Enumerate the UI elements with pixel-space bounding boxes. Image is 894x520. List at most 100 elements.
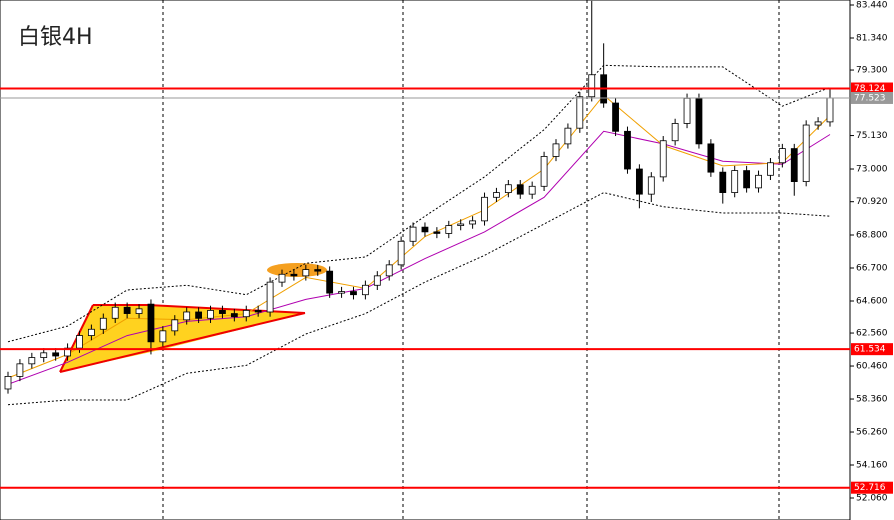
candle-body <box>159 330 167 343</box>
candle-body <box>659 140 667 178</box>
candle-body <box>361 284 369 296</box>
candle-body <box>326 270 334 294</box>
level-label-box <box>851 91 893 104</box>
y-tick-label: 81.340 <box>856 33 888 43</box>
y-tick-label: 64.600 <box>856 296 888 306</box>
candle-body <box>457 223 465 226</box>
candle-body <box>290 273 298 277</box>
candle-body <box>350 291 357 296</box>
candle-body <box>338 291 345 294</box>
candle-body <box>207 310 214 319</box>
candle-body <box>195 311 203 319</box>
candle-body <box>564 127 572 145</box>
candle-body <box>469 220 477 225</box>
candle-body <box>16 363 24 377</box>
candle-body <box>135 308 143 314</box>
candle-body <box>87 328 95 336</box>
candle-body <box>433 231 441 234</box>
candle-body <box>516 184 524 195</box>
candle-body <box>635 168 643 195</box>
candle-body <box>64 347 71 357</box>
candle-body <box>707 143 715 173</box>
overlay-line <box>7 94 831 379</box>
candle-body <box>552 143 560 157</box>
y-tick-label: 73.000 <box>856 165 888 175</box>
candle-body <box>683 97 691 124</box>
candle-body <box>445 225 453 234</box>
candle-body <box>778 148 786 164</box>
pattern-line <box>59 312 306 373</box>
candle-body <box>695 97 703 145</box>
candle-body <box>111 306 119 319</box>
candle-body <box>767 162 774 176</box>
candle-body <box>147 303 155 343</box>
y-tick-label: 60.460 <box>856 362 888 372</box>
y-tick-label: 68.800 <box>856 231 888 241</box>
candle-body <box>123 306 131 314</box>
level-label-box <box>851 343 893 356</box>
y-tick-label: 79.300 <box>856 66 888 76</box>
candle-body <box>743 170 751 189</box>
candle-body <box>278 273 286 283</box>
candle-body <box>421 226 429 233</box>
candle-body <box>576 96 584 129</box>
y-tick-label: 58.360 <box>856 395 888 405</box>
candle-body <box>612 102 619 132</box>
y-tick-label: 66.700 <box>856 263 888 273</box>
chart-title: 白银4H <box>18 25 93 50</box>
level-label: 77.523 <box>854 93 886 103</box>
candle-body <box>790 148 798 182</box>
pattern-line <box>147 304 306 314</box>
overlay-line <box>7 64 831 343</box>
candle-body <box>671 123 679 142</box>
candle-body <box>802 124 810 182</box>
y-tick-label: 75.130 <box>856 131 888 141</box>
y-tick-label: 56.260 <box>856 428 888 438</box>
candle-body <box>481 196 488 222</box>
candle-body <box>588 74 596 98</box>
candle-body <box>254 310 262 313</box>
plot-frame <box>0 0 851 520</box>
y-tick-label: 52.060 <box>856 494 888 504</box>
candle-body <box>528 185 536 195</box>
candle-body <box>647 176 655 195</box>
y-tick-label: 54.160 <box>856 461 888 471</box>
level-label: 78.124 <box>854 84 886 94</box>
candle-body <box>4 376 12 390</box>
candle-body <box>76 335 83 349</box>
candle-body <box>409 226 417 242</box>
level-label: 61.534 <box>854 345 886 355</box>
candle-body <box>171 319 179 332</box>
candle-body <box>302 269 310 277</box>
candle-body <box>826 97 834 123</box>
candle-body <box>219 310 226 314</box>
candle-body <box>719 171 727 193</box>
y-tick-label: 62.560 <box>856 329 888 339</box>
level-label-box <box>851 481 893 494</box>
candle-body <box>755 174 762 189</box>
y-tick-label: 70.920 <box>856 197 888 207</box>
candle-body <box>624 130 631 170</box>
candle-body <box>266 281 274 313</box>
candle-body <box>314 269 322 272</box>
candle-body <box>493 192 500 198</box>
level-label-box <box>851 82 893 95</box>
vertical-grid <box>162 0 780 520</box>
level-label: 52.716 <box>854 483 886 493</box>
candle-body <box>731 170 739 193</box>
candle-body <box>183 311 191 321</box>
y-tick-label: 83.440 <box>856 0 888 10</box>
candle-body <box>385 264 393 277</box>
candle-body <box>397 240 405 266</box>
candle-body <box>28 357 36 365</box>
candle-body <box>504 184 512 193</box>
candle-body <box>814 121 822 126</box>
candle-body <box>52 352 60 357</box>
candle-body <box>540 156 548 187</box>
overlay-line <box>7 192 831 406</box>
candle-body <box>230 313 238 318</box>
candle-body <box>242 310 250 318</box>
candle-body <box>40 352 48 358</box>
